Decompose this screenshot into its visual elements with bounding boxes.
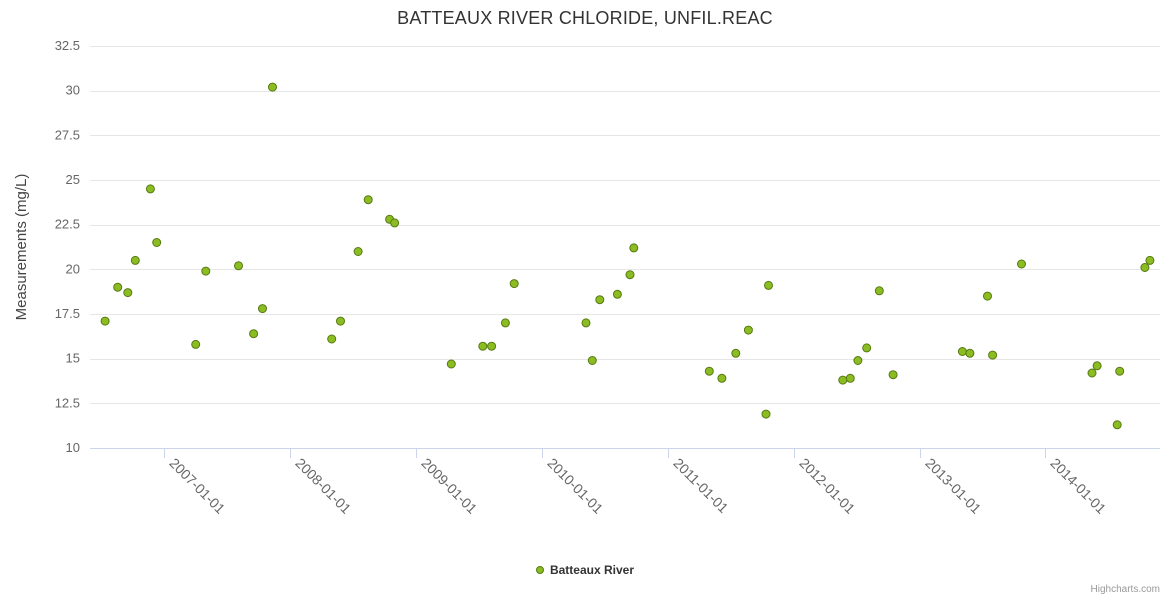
data-point[interactable] — [764, 280, 773, 290]
data-point[interactable] — [509, 279, 519, 289]
data-point[interactable] — [336, 316, 345, 326]
data-point[interactable] — [353, 247, 363, 256]
highcharts-credit-link[interactable]: Highcharts.com — [1090, 584, 1160, 595]
x-tick-label: 2010-01-01 — [544, 455, 606, 517]
data-point[interactable] — [390, 218, 400, 228]
y-tick-label: 32.5 — [55, 38, 80, 53]
data-point[interactable] — [1017, 259, 1026, 269]
data-point[interactable] — [100, 316, 110, 326]
y-tick-label: 17.5 — [55, 306, 80, 321]
data-point[interactable] — [743, 325, 753, 335]
data-point[interactable] — [478, 341, 488, 351]
data-point[interactable] — [983, 291, 992, 301]
data-point[interactable] — [363, 195, 373, 205]
data-point[interactable] — [625, 270, 635, 280]
data-point[interactable] — [587, 356, 597, 365]
data-point[interactable] — [487, 341, 497, 351]
data-point[interactable] — [123, 288, 133, 298]
data-point[interactable] — [629, 243, 639, 253]
y-tick-label: 12.5 — [55, 395, 80, 410]
x-tick-label: 2007-01-01 — [166, 455, 228, 517]
data-point[interactable] — [853, 356, 863, 365]
data-point[interactable] — [838, 375, 848, 385]
data-point[interactable] — [988, 350, 998, 360]
chart-title: BATTEAUX RIVER CHLORIDE, UNFIL.REAC — [397, 8, 773, 28]
data-point[interactable] — [845, 373, 855, 383]
data-point[interactable] — [612, 289, 622, 299]
data-point[interactable] — [717, 373, 727, 383]
y-tick-label: 30 — [66, 83, 80, 98]
legend-label: Batteaux River — [549, 563, 635, 577]
x-tick-label: 2009-01-01 — [418, 455, 480, 517]
y-tick-label: 25 — [66, 172, 80, 187]
data-point[interactable] — [1112, 420, 1122, 430]
data-point[interactable] — [761, 409, 771, 419]
x-tick-label: 2012-01-01 — [796, 455, 858, 517]
data-point[interactable] — [446, 359, 456, 369]
data-point[interactable] — [888, 370, 898, 380]
y-tick-label: 20 — [66, 261, 80, 276]
data-point[interactable] — [704, 366, 714, 376]
data-point[interactable] — [595, 295, 605, 305]
data-point[interactable] — [249, 329, 259, 339]
data-point[interactable] — [1145, 255, 1155, 265]
data-point[interactable] — [113, 282, 123, 292]
data-point[interactable] — [258, 304, 267, 314]
x-tick-label: 2008-01-01 — [292, 455, 354, 517]
legend-marker-icon — [535, 566, 544, 574]
data-point[interactable] — [201, 266, 211, 276]
y-tick-label: 27.5 — [55, 127, 80, 142]
data-point[interactable] — [1092, 361, 1102, 371]
data-point[interactable] — [234, 261, 243, 271]
data-point[interactable] — [874, 286, 884, 296]
data-point[interactable] — [152, 238, 162, 247]
data-point[interactable] — [1087, 368, 1097, 378]
data-point[interactable] — [500, 318, 510, 328]
data-point[interactable] — [1140, 263, 1150, 272]
data-point[interactable] — [1115, 366, 1125, 376]
y-tick-label: 10 — [66, 440, 80, 455]
data-point[interactable] — [957, 347, 967, 356]
data-point[interactable] — [965, 348, 975, 358]
x-tick-label: 2014-01-01 — [1047, 455, 1109, 517]
data-point[interactable] — [731, 348, 741, 358]
x-tick-label: 2013-01-01 — [922, 455, 984, 517]
y-axis-title: Measurements (mg/L) — [13, 174, 30, 321]
data-point[interactable] — [327, 334, 337, 344]
data-point[interactable] — [581, 318, 591, 328]
data-point[interactable] — [862, 343, 872, 353]
y-tick-label: 15 — [66, 351, 80, 366]
legend-item[interactable]: Batteaux River — [0, 563, 1170, 577]
y-tick-label: 22.5 — [55, 217, 80, 232]
x-tick-label: 2011-01-01 — [670, 455, 731, 516]
data-point[interactable] — [191, 339, 201, 349]
data-point[interactable] — [130, 255, 140, 265]
data-point[interactable] — [145, 184, 155, 194]
data-point[interactable] — [268, 82, 277, 92]
